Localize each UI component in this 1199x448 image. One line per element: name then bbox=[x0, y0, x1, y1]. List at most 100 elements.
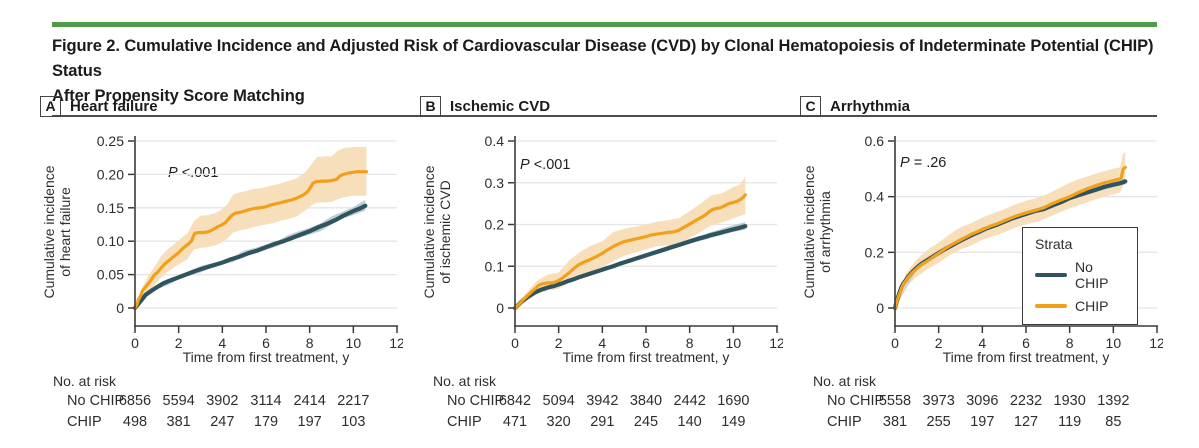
svg-text:10: 10 bbox=[346, 335, 362, 351]
legend-label: CHIP bbox=[1075, 298, 1109, 314]
risk-count: 2442 bbox=[673, 393, 706, 409]
risk-count: 2217 bbox=[337, 393, 370, 409]
curve-chip bbox=[513, 193, 747, 310]
panel-title: Arrhythmia bbox=[830, 97, 911, 115]
risk-count: 498 bbox=[122, 414, 148, 430]
svg-text:0: 0 bbox=[891, 335, 899, 351]
svg-text:6: 6 bbox=[262, 335, 270, 351]
svg-text:0.4: 0.4 bbox=[865, 189, 885, 205]
panel-title: Ischemic CVD bbox=[450, 97, 551, 115]
figure-title: Figure 2. Cumulative Incidence and Adjus… bbox=[52, 34, 1157, 108]
risk-counts: 498 381 247 179 197 103 bbox=[40, 414, 403, 435]
tick-marks bbox=[508, 140, 778, 333]
cumulative-incidence-chart: 0 0.1 0.2 0.3 0.4 0 2 4 6 8 10 12 bbox=[485, 133, 783, 351]
risk-counts: 6842 5094 3942 3840 2442 1690 bbox=[420, 393, 783, 414]
p-value: P <.001 bbox=[168, 165, 218, 181]
svg-text:0: 0 bbox=[116, 300, 124, 316]
svg-text:0: 0 bbox=[876, 300, 884, 316]
risk-count: 197 bbox=[970, 414, 995, 430]
risk-count: 1930 bbox=[1053, 393, 1086, 409]
panel-letter-badge: B bbox=[420, 95, 441, 117]
legend-label: No CHIP bbox=[1075, 259, 1109, 291]
svg-text:2: 2 bbox=[555, 335, 563, 351]
risk-count: 85 bbox=[1105, 414, 1122, 430]
plot-area: Cumulative incidence of ischemic CVD P <… bbox=[420, 123, 783, 361]
svg-text:0: 0 bbox=[496, 300, 504, 316]
risk-row: CHIP 381 255 197 127 119 85 bbox=[800, 414, 1163, 435]
confidence-band-chip bbox=[135, 147, 367, 308]
cumulative-incidence-chart: 0 0.05 0.10 0.15 0.20 0.25 0 2 4 6 8 10 12 bbox=[97, 133, 403, 351]
risk-row: CHIP 498 381 247 179 197 103 bbox=[40, 414, 403, 435]
legend: Strata No CHIP CHIP bbox=[1022, 227, 1138, 325]
svg-text:2: 2 bbox=[935, 335, 943, 351]
panels-row: A Heart failure Cumulative incidence of … bbox=[40, 95, 1163, 435]
svg-text:0.05: 0.05 bbox=[97, 267, 124, 283]
confidence-band-chip bbox=[895, 152, 1126, 308]
svg-text:12: 12 bbox=[1149, 335, 1163, 351]
p-value-symbol: P bbox=[168, 165, 178, 181]
risk-counts: 471 320 291 245 140 149 bbox=[420, 414, 783, 435]
panel-letter-badge: C bbox=[800, 95, 821, 117]
tick-marks bbox=[888, 140, 1158, 333]
svg-text:2: 2 bbox=[175, 335, 183, 351]
panel-title: Heart failure bbox=[70, 97, 158, 115]
tick-labels: 0 0.2 0.4 0.6 0 2 4 6 8 10 12 bbox=[865, 133, 1163, 351]
risk-count: 119 bbox=[1058, 414, 1082, 430]
svg-text:4: 4 bbox=[218, 335, 226, 351]
p-value-text: = .26 bbox=[909, 155, 947, 171]
risk-count: 127 bbox=[1013, 414, 1039, 430]
curve-chip bbox=[893, 165, 1127, 310]
svg-text:12: 12 bbox=[389, 335, 403, 351]
panel-heart-failure: A Heart failure Cumulative incidence of … bbox=[40, 95, 403, 435]
risk-count: 6842 bbox=[498, 393, 532, 409]
panel-letter-badge: A bbox=[40, 95, 61, 117]
curve-no-chip bbox=[132, 203, 368, 311]
risk-row-label: CHIP bbox=[827, 414, 862, 430]
risk-count: 320 bbox=[546, 414, 571, 430]
risk-count: 381 bbox=[166, 414, 191, 430]
cumulative-incidence-chart: 0 0.2 0.4 0.6 0 2 4 6 8 10 12 bbox=[865, 133, 1163, 351]
risk-count: 5558 bbox=[878, 393, 912, 409]
risk-count: 471 bbox=[502, 414, 528, 430]
curve-chip bbox=[133, 170, 368, 310]
p-value-symbol: P bbox=[900, 155, 910, 171]
legend-item-chip: CHIP bbox=[1035, 298, 1129, 314]
risk-count: 6856 bbox=[118, 393, 152, 409]
svg-text:0: 0 bbox=[131, 335, 139, 351]
risk-count: 255 bbox=[926, 414, 951, 430]
header-divider bbox=[52, 115, 1157, 118]
risk-row-label: CHIP bbox=[67, 414, 102, 430]
svg-text:0.15: 0.15 bbox=[97, 200, 124, 216]
svg-text:0.2: 0.2 bbox=[485, 217, 505, 233]
svg-text:4: 4 bbox=[978, 335, 986, 351]
svg-text:10: 10 bbox=[726, 335, 742, 351]
figure-header: Figure 2. Cumulative Incidence and Adjus… bbox=[52, 22, 1157, 118]
panel-ischemic-cvd: B Ischemic CVD Cumulative incidence of i… bbox=[420, 95, 783, 435]
x-axis-label: Time from first treatment, y bbox=[942, 349, 1110, 365]
tick-labels: 0 0.1 0.2 0.3 0.4 0 2 4 6 8 10 12 bbox=[485, 133, 783, 351]
curve-no-chip bbox=[512, 224, 748, 311]
p-value: P <.001 bbox=[520, 157, 570, 173]
panel-header: B Ischemic CVD bbox=[420, 95, 783, 117]
svg-text:10: 10 bbox=[1106, 335, 1122, 351]
risk-count: 1392 bbox=[1097, 393, 1130, 409]
risk-row-label: No CHIP bbox=[447, 393, 505, 409]
svg-text:6: 6 bbox=[1022, 335, 1030, 351]
risk-count: 3096 bbox=[966, 393, 999, 409]
risk-table: No. at risk No CHIP 5558 3973 3096 2232 1930… bbox=[800, 373, 1163, 435]
risk-count: 2232 bbox=[1009, 393, 1043, 409]
risk-count: 3114 bbox=[250, 393, 282, 409]
risk-count: 3942 bbox=[586, 393, 619, 409]
x-axis-label: Time from first treatment, y bbox=[562, 349, 730, 365]
risk-count: 1690 bbox=[717, 393, 750, 409]
risk-row: CHIP 471 320 291 245 140 149 bbox=[420, 414, 783, 435]
risk-count: 179 bbox=[253, 414, 279, 430]
risk-count: 5094 bbox=[542, 393, 575, 409]
svg-text:0.4: 0.4 bbox=[485, 133, 505, 149]
plot-area: Cumulative incidence of heart failure P … bbox=[40, 123, 403, 361]
x-axis-label: Time from first treatment, y bbox=[182, 349, 350, 365]
svg-text:0.20: 0.20 bbox=[97, 166, 124, 182]
risk-counts: 5558 3973 3096 2232 1930 1392 bbox=[800, 393, 1163, 414]
svg-text:8: 8 bbox=[1066, 335, 1074, 351]
